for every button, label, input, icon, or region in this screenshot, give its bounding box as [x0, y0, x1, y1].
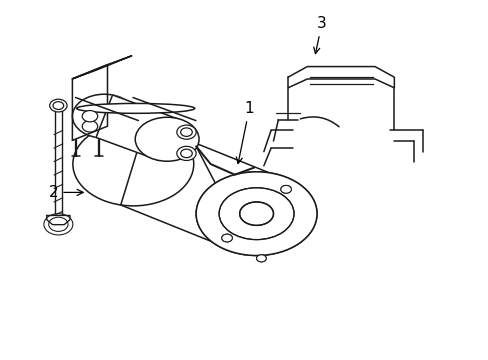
Ellipse shape	[135, 117, 199, 161]
Polygon shape	[96, 95, 175, 161]
Circle shape	[177, 146, 196, 161]
Circle shape	[280, 185, 291, 193]
Text: 1: 1	[236, 101, 254, 163]
Ellipse shape	[73, 122, 193, 206]
Polygon shape	[47, 215, 70, 225]
Polygon shape	[121, 123, 268, 255]
Circle shape	[280, 185, 291, 193]
Circle shape	[82, 111, 98, 122]
Ellipse shape	[196, 172, 316, 256]
Polygon shape	[72, 65, 107, 140]
Text: 3: 3	[313, 16, 326, 54]
Ellipse shape	[196, 172, 316, 256]
Circle shape	[221, 234, 232, 242]
Ellipse shape	[72, 94, 136, 138]
Polygon shape	[287, 67, 393, 88]
Text: 2: 2	[49, 185, 83, 200]
Polygon shape	[72, 56, 131, 79]
Circle shape	[256, 255, 265, 262]
Ellipse shape	[77, 103, 194, 113]
Circle shape	[256, 255, 265, 262]
Circle shape	[177, 125, 196, 139]
Circle shape	[82, 121, 98, 132]
Circle shape	[221, 234, 232, 242]
Circle shape	[50, 99, 67, 112]
